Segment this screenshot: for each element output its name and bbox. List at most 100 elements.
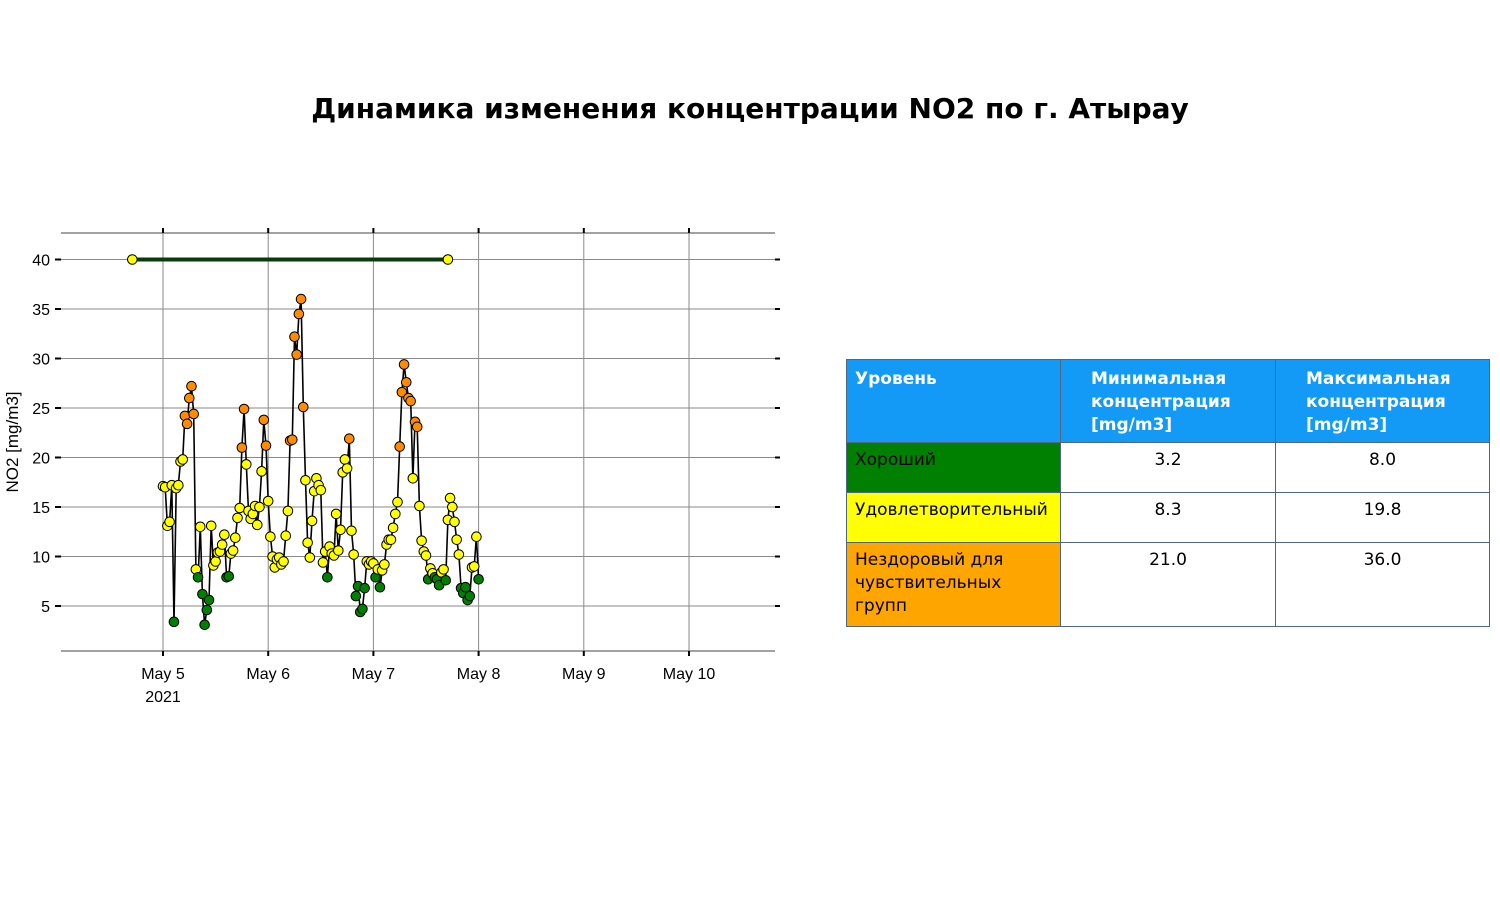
data-point [194,521,206,533]
data-point [201,604,213,616]
data-point [278,556,289,567]
data-point [186,380,197,392]
page-title: Динамика изменения концентрации NO2 по г… [311,92,1189,125]
data-point [197,588,208,600]
x-tick-label: May 8 [457,666,501,683]
data-point [210,556,221,567]
data-point [396,386,408,398]
data-point [468,561,480,572]
data-point [330,508,342,520]
data-point [405,395,416,407]
threshold-point [127,254,138,265]
min-cell: 3.2 [1060,442,1276,493]
x-year-label: 2021 [145,689,181,706]
min-cell: 8.3 [1060,492,1276,543]
level-table: Уровень Минимальная концентрация [mg/m3]… [846,359,1490,627]
no2-chart: 5 10 15 20 25 30 35 40 May 5 May 6 May 7 May 8 May 9… [3,228,780,706]
data-point [177,454,189,465]
x-tick-label: May 10 [663,666,716,683]
data-point [398,359,410,370]
data-point [238,403,250,415]
data-point [400,376,412,388]
data-point [280,530,292,542]
data-point [230,532,241,543]
data-point [464,590,476,602]
data-point [258,414,270,426]
y-axis-title: NO2 [mg/m3] [3,391,22,492]
data-point [251,519,263,531]
data-point [335,524,346,536]
y-tick-label: 10 [32,550,50,567]
y-tick-label: 5 [41,599,50,616]
data-point [240,459,252,470]
data-point [216,539,228,550]
y-tick-label: 35 [32,302,50,319]
level-cell: Хороший [846,442,1061,493]
data-point [341,463,353,474]
data-point [234,502,246,514]
data-point [387,522,399,534]
data-point [339,454,351,465]
threshold-point [442,254,454,265]
data-point [306,515,318,527]
data-point [440,574,452,586]
data-point [346,525,357,537]
data-point [348,549,359,560]
level-cell: Удовлетворительный [846,492,1061,543]
level-cell: Нездоровый для чувствительных групп [846,542,1061,627]
data-point [385,534,397,545]
table-row: Нездоровый для чувствительных групп 21.0… [846,542,1490,627]
data-point [449,516,460,528]
data-point [471,531,482,543]
data-point [444,492,456,504]
data-point [343,433,355,444]
data-point [407,472,419,484]
data-point [293,308,305,320]
data-point [394,441,406,452]
data-point [168,616,180,628]
min-cell: 21.0 [1060,542,1276,627]
data-point [379,559,390,570]
data-point [232,512,243,524]
y-tick-label: 25 [32,401,50,418]
data-point [414,500,425,512]
y-tick-label: 30 [32,352,50,369]
data-point [223,571,235,582]
max-cell: 36.0 [1275,542,1490,627]
table-row: Удовлетворительный 8.3 19.8 [846,492,1490,543]
data-point [473,573,484,585]
data-point [181,418,193,430]
data-point [203,594,215,606]
data-point [390,508,401,520]
x-tick-label: May 9 [562,666,606,683]
data-point [297,401,309,413]
max-cell: 19.8 [1275,492,1490,543]
data-point [295,293,307,305]
x-tick-label: May 5 [141,666,185,683]
data-point [350,590,362,602]
data-point [447,501,458,513]
data-point [438,564,449,575]
data-point [164,516,175,528]
data-point [227,545,239,556]
data-point [219,529,230,541]
y-tick-label: 20 [32,451,50,468]
data-point [236,442,248,453]
x-tick-label: May 6 [246,666,290,683]
max-cell: 8.0 [1275,442,1490,493]
data-point [315,484,327,496]
data-point [359,582,370,594]
data-point [357,603,368,615]
data-point [392,496,403,508]
y-tick-label: 15 [32,500,50,517]
data-point [420,550,432,561]
data-point [460,581,471,593]
data-point [282,505,294,517]
table-header-cell: Максимальная концентрация [mg/m3] [1275,359,1490,443]
table-header-cell: Уровень [846,359,1061,443]
x-tick-label: May 7 [352,666,396,683]
data-point [317,557,329,568]
data-point [416,535,427,546]
data-point [254,501,265,513]
data-point [451,534,462,545]
